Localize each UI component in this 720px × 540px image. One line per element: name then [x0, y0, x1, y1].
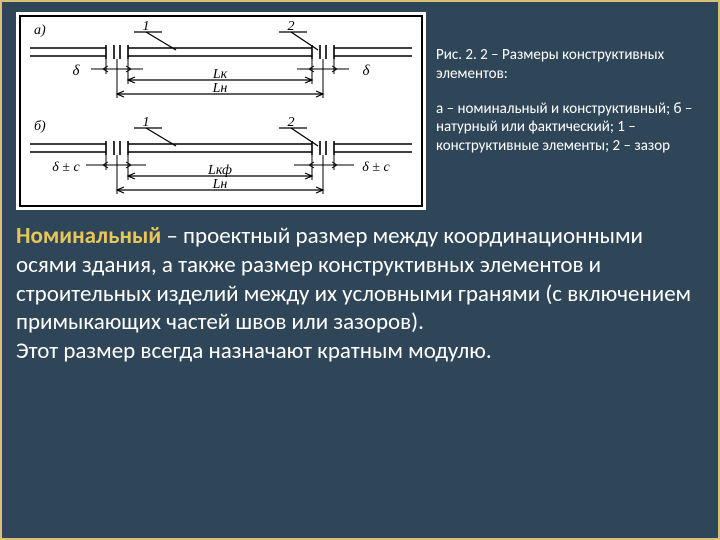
figure-caption-legend: а – номинальный и конструктивный; б – на…: [436, 100, 704, 156]
panel-b-dim-ln: Lн: [212, 177, 228, 192]
body-text: Номинальный – проектный размер между коо…: [16, 218, 704, 366]
slide: а) 1 2: [0, 0, 720, 540]
panel-a-right-gap: δ: [363, 63, 371, 79]
figure-caption-title: Рис. 2. 2 – Размеры конструктивных элеме…: [436, 46, 704, 84]
panel-a-left-gap: δ: [73, 63, 81, 79]
top-row: а) 1 2: [16, 12, 704, 210]
panel-b-right-gap: δ ± c: [362, 160, 390, 175]
panel-a-dim-lk: Lк: [212, 67, 228, 82]
caption-column: Рис. 2. 2 – Размеры конструктивных элеме…: [436, 12, 704, 156]
panel-a-label: а): [34, 23, 46, 38]
engineering-diagram: а) 1 2: [16, 12, 426, 210]
panel-b-left-gap: δ ± c: [52, 160, 80, 175]
panel-b-label: б): [34, 119, 46, 134]
definition-term: Номинальный: [16, 222, 161, 250]
definition-body-2: Этот размер всегда назначают кратным мод…: [16, 337, 492, 365]
panel-b-dim-lkf: Lкф: [207, 163, 232, 178]
panel-a-dim-ln: Lн: [212, 81, 228, 96]
